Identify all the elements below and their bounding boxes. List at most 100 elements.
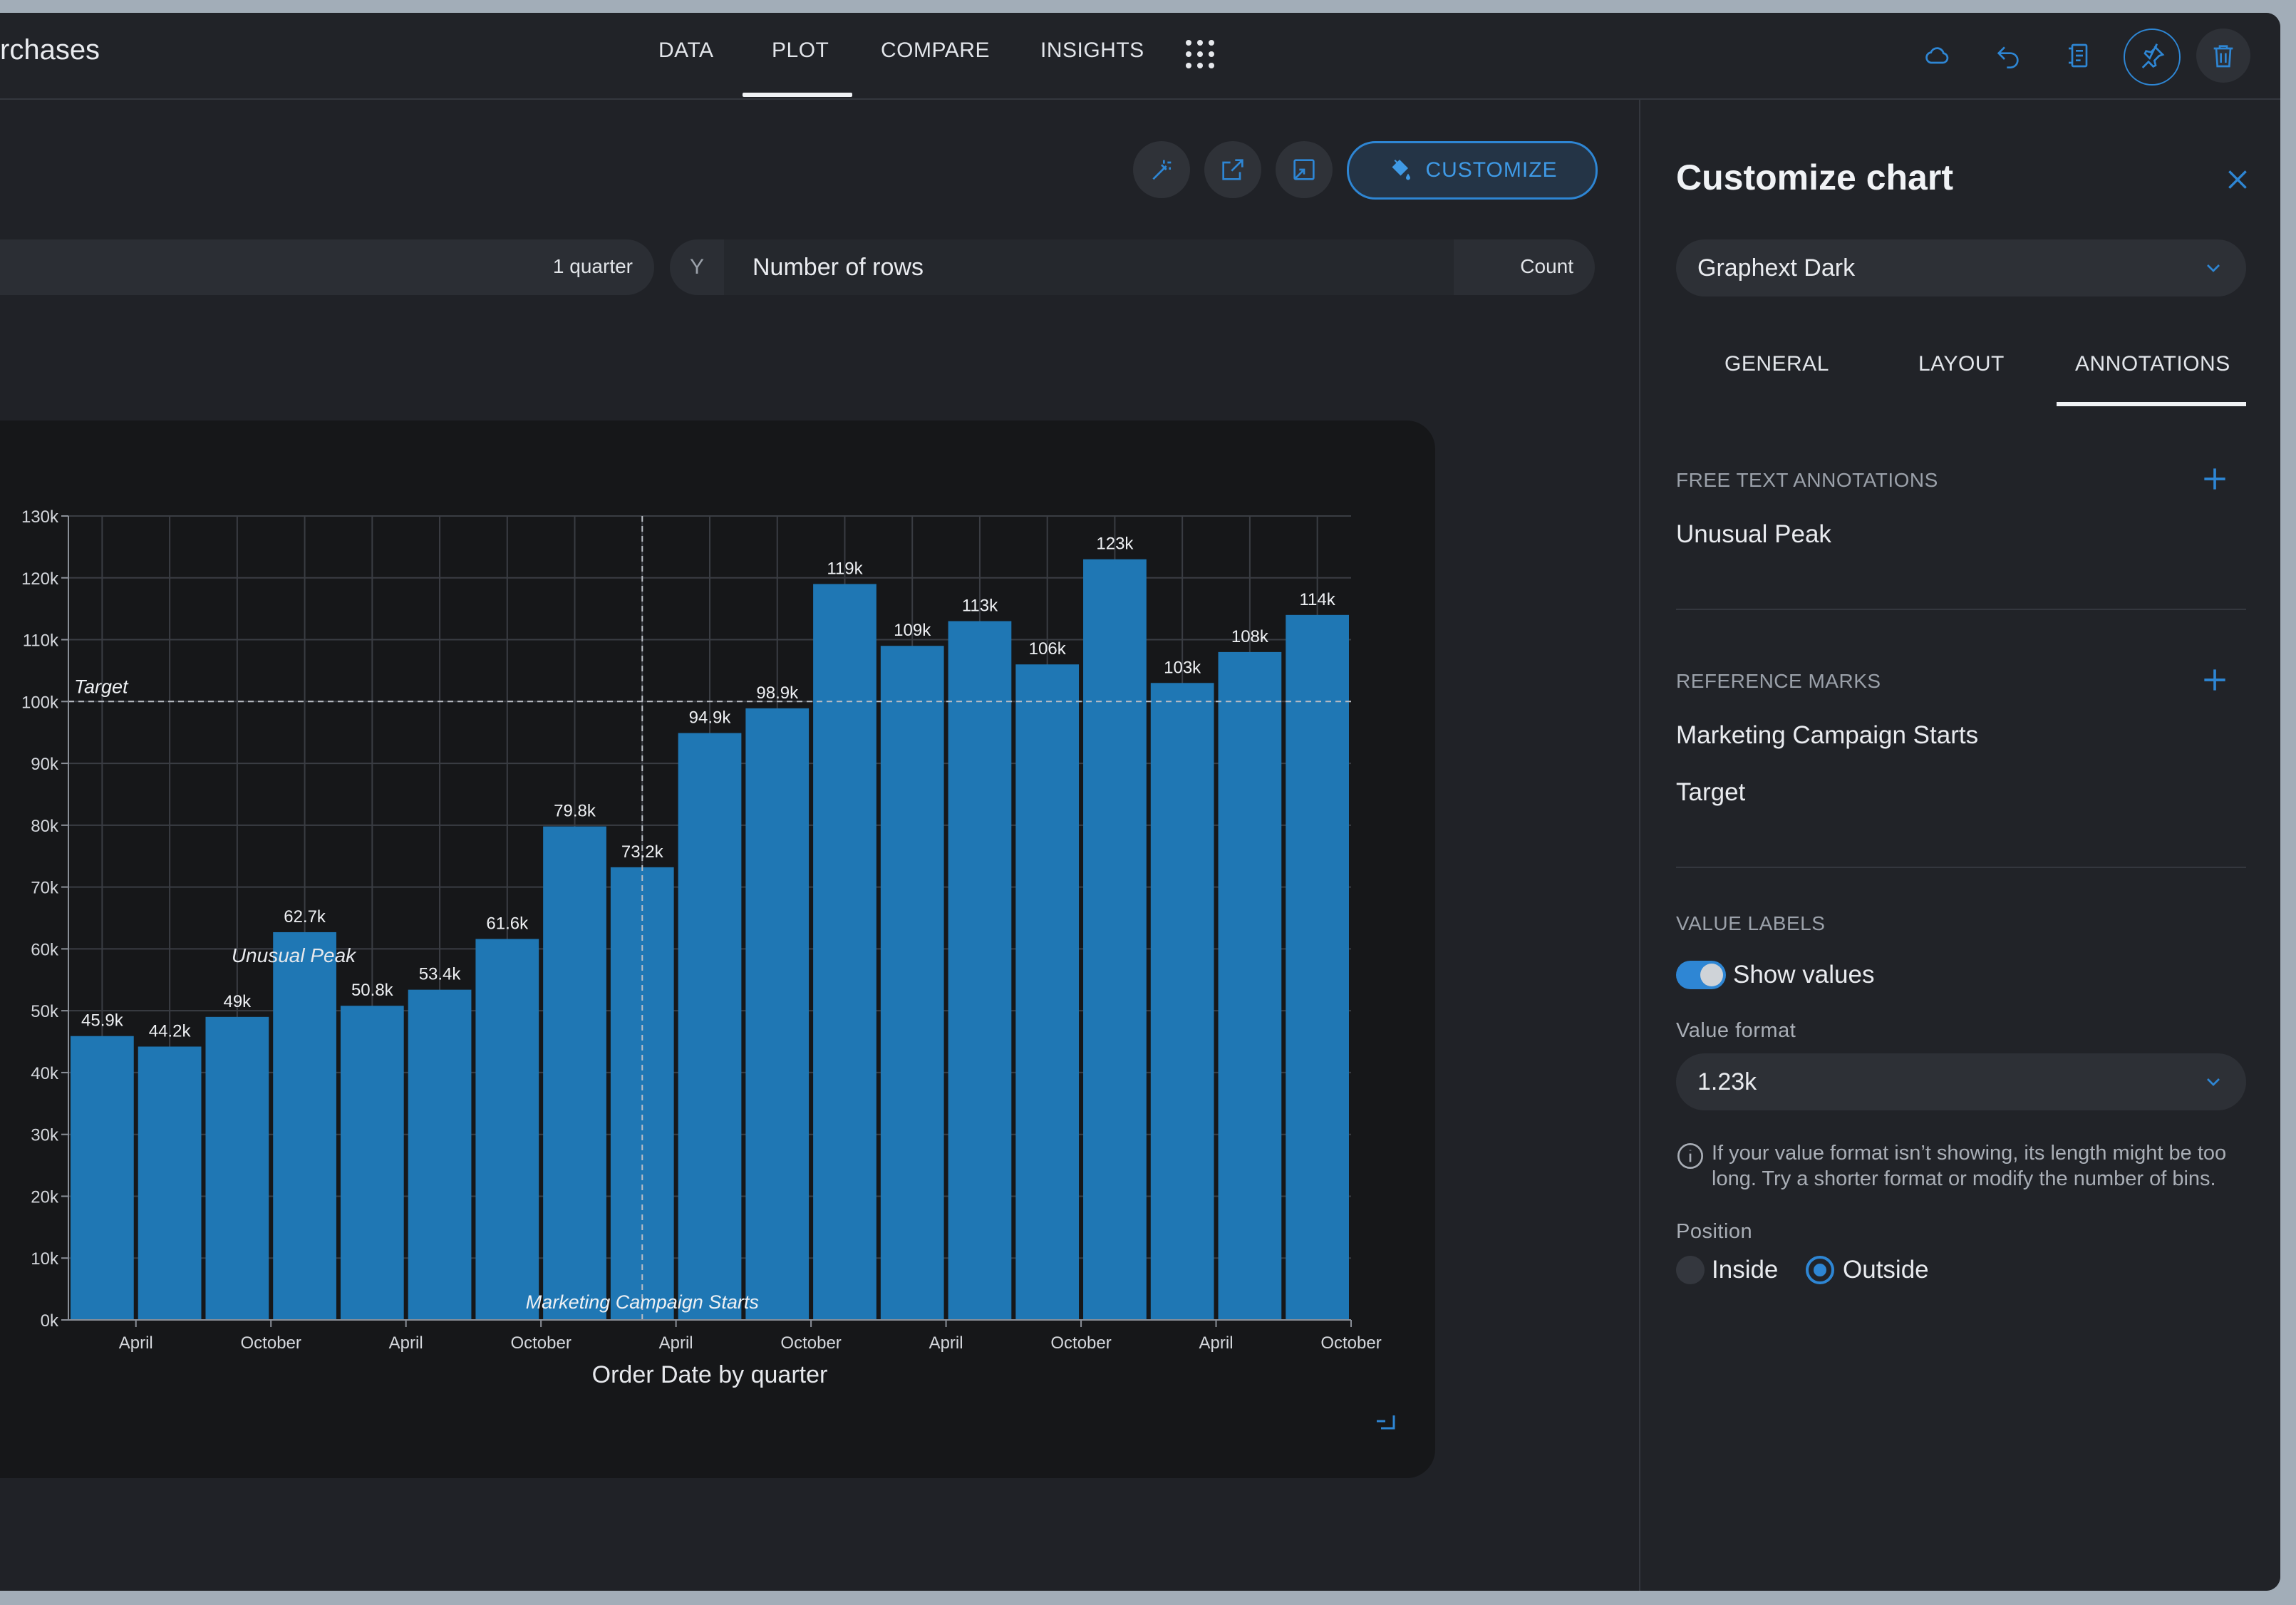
cloud-icon[interactable] (1914, 33, 1960, 78)
bar[interactable] (1015, 664, 1080, 1320)
annotation-item-unusual-peak[interactable]: Unusual Peak (1676, 520, 1831, 548)
add-reference-icon[interactable] (2199, 664, 2230, 696)
active-panel-tab-indicator (2057, 402, 2246, 406)
bar-value-label: 119k (827, 559, 863, 578)
bar-value-label: 123k (1096, 535, 1134, 554)
tab-insights[interactable]: INSIGHTS (1040, 38, 1144, 62)
trash-icon[interactable] (2196, 29, 2250, 83)
y-axis-letter: Y (690, 255, 705, 279)
tab-annotations[interactable]: ANNOTATIONS (2075, 352, 2230, 376)
y-tick-label: 10k (31, 1249, 59, 1269)
bar[interactable] (1218, 651, 1282, 1320)
bar-value-label: 114k (1299, 590, 1335, 609)
x-tick-label: April (1199, 1333, 1234, 1353)
bar-value-label: 106k (1029, 639, 1067, 659)
y-axis-field[interactable]: Y Number of rows Count (670, 239, 1595, 295)
x-tick-label: October (1050, 1333, 1111, 1353)
show-values-toggle[interactable] (1676, 961, 1726, 989)
chart-card: Target Marketing Campaign Starts 45.9k 44.… (0, 420, 1435, 1478)
value-format-value: 1.23k (1697, 1068, 1757, 1095)
tab-layout[interactable]: LAYOUT (1918, 352, 2005, 376)
bar-value-label: 62.7k (284, 907, 326, 927)
x-tick-label: April (659, 1333, 693, 1353)
bar[interactable] (408, 989, 472, 1320)
bar-value-label: 50.8k (351, 981, 394, 1000)
tab-plot[interactable]: PLOT (772, 38, 829, 62)
bar-value-label: 103k (1164, 658, 1201, 677)
bar-value-label: 44.2k (149, 1021, 192, 1041)
bar-value-label: 53.4k (419, 965, 462, 984)
bar[interactable] (678, 733, 742, 1320)
tab-compare[interactable]: COMPARE (881, 38, 990, 62)
reference-marks-heading: REFERENCE MARKS (1676, 670, 1881, 692)
customize-label: CUSTOMIZE (1425, 158, 1558, 182)
active-tab-indicator (743, 93, 852, 97)
x-axis-field[interactable]: 1 quarter (0, 239, 654, 295)
pin-icon[interactable] (2124, 29, 2181, 86)
x-tick-label: April (929, 1333, 963, 1353)
tab-general[interactable]: GENERAL (1724, 352, 1829, 376)
apps-grid-icon[interactable] (1186, 40, 1214, 68)
y-tick-label: 0k (41, 1311, 59, 1331)
show-values-label[interactable]: Show values (1733, 961, 1875, 989)
app-window: rchases DATA PLOT COMPARE INSIGHTS (0, 13, 2280, 1591)
radio-inside-label[interactable]: Inside (1712, 1256, 1779, 1284)
bar-value-label: 45.9k (81, 1011, 124, 1031)
plot-area: CUSTOMIZE 1 quarter Y Number of rows Cou… (0, 100, 1639, 1591)
value-format-select[interactable]: 1.23k (1676, 1053, 2246, 1110)
y-variable[interactable]: Number of rows (724, 239, 1454, 295)
close-icon[interactable] (2218, 160, 2258, 200)
open-external-icon[interactable] (1204, 141, 1261, 198)
bar[interactable] (745, 708, 810, 1320)
reference-item-target[interactable]: Target (1676, 778, 1746, 806)
bar[interactable] (205, 1016, 269, 1320)
position-label: Position (1676, 1220, 1753, 1243)
x-bin-unit[interactable]: 1 quarter (552, 255, 633, 277)
radio-outside-label[interactable]: Outside (1843, 1256, 1929, 1284)
bar[interactable] (880, 646, 944, 1320)
bar[interactable] (948, 621, 1012, 1320)
radio-inside[interactable] (1676, 1256, 1705, 1284)
value-labels: 45.9k 44.2k 49k 62.7k 50.8k 53.4k 61.6k 79.8k 73… (81, 535, 1336, 1041)
x-tick-label: October (510, 1333, 571, 1353)
bar[interactable] (1150, 683, 1214, 1320)
bar[interactable] (1286, 614, 1349, 1320)
y-tick-label: 50k (31, 1002, 59, 1021)
dataset-title: rchases (0, 34, 100, 66)
chevron-down-icon (2207, 264, 2220, 272)
bar[interactable] (543, 826, 606, 1320)
bar-value-label: 49k (223, 992, 252, 1011)
theme-select[interactable]: Graphext Dark (1676, 239, 2246, 296)
bar[interactable] (475, 939, 539, 1320)
bar[interactable] (273, 931, 336, 1320)
info-icon (1677, 1143, 1703, 1169)
reference-item-marketing[interactable]: Marketing Campaign Starts (1676, 721, 1979, 749)
undo-icon[interactable] (1985, 33, 2031, 78)
annotation-unusual-peak[interactable]: Unusual Peak (232, 944, 357, 966)
radio-outside[interactable] (1806, 1256, 1834, 1284)
target-reference-label: Target (74, 676, 129, 697)
x-tick-label: October (1320, 1333, 1381, 1353)
bar-value-label: 94.9k (689, 708, 732, 728)
bar-value-label: 61.6k (486, 914, 529, 934)
magic-icon[interactable] (1133, 141, 1190, 198)
bar-value-label: 98.9k (756, 683, 799, 703)
bar-value-label: 79.8k (554, 802, 596, 821)
x-tick-label: October (780, 1333, 841, 1353)
bar-value-label: 109k (894, 621, 931, 640)
divider (1676, 609, 2246, 610)
notes-icon[interactable] (2057, 33, 2102, 78)
expand-icon[interactable] (1276, 141, 1333, 198)
y-aggregation[interactable]: Count (1520, 255, 1573, 277)
bar[interactable] (71, 1036, 134, 1320)
resize-handle-icon[interactable] (1377, 1415, 1395, 1430)
theme-value: Graphext Dark (1697, 254, 1856, 282)
add-annotation-icon[interactable] (2199, 463, 2230, 495)
bar[interactable] (1083, 559, 1147, 1320)
tab-data[interactable]: DATA (658, 38, 714, 62)
bar[interactable] (138, 1046, 202, 1320)
bar[interactable] (340, 1006, 404, 1320)
y-tick-label: 30k (31, 1126, 59, 1145)
customize-button[interactable]: CUSTOMIZE (1347, 141, 1598, 200)
bar[interactable] (813, 584, 876, 1320)
